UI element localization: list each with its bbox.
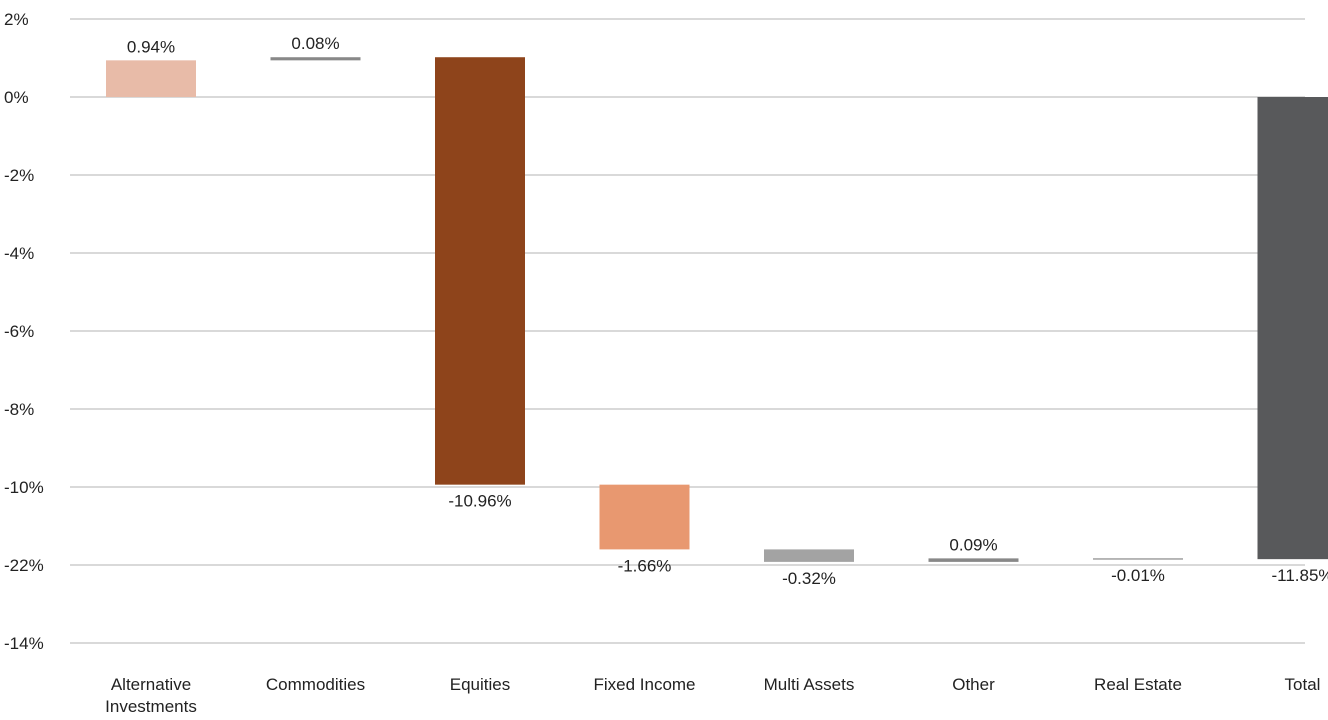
x-category-label: Alternative [111,675,191,694]
bars [106,57,1328,562]
data-label: -0.01% [1111,566,1165,585]
y-tick-label: 0% [4,88,29,107]
data-label: 0.94% [127,37,175,56]
bar-commodities [270,57,361,61]
data-label: 0.08% [291,34,339,53]
data-label: -11.85% [1271,566,1328,585]
data-label: -0.32% [782,569,836,588]
data-label: 0.09% [949,535,997,554]
y-tick-label: -14% [4,634,44,653]
x-axis-category-labels: Alternative Investments Commodities Equitie… [105,675,1320,716]
bar-real-estate [1093,558,1183,560]
x-category-label: Total [1285,675,1321,694]
y-axis-tick-labels: 2% 0% -2% -4% -6% -8% -10% -22% -14% [4,10,44,653]
data-labels: 0.94% 0.08% -10.96% -1.66% -0.32% 0.09% -0.01%… [127,34,1328,588]
bar-other [928,558,1019,562]
y-tick-label: -2% [4,166,34,185]
y-tick-label: 2% [4,10,29,29]
y-tick-label: -6% [4,322,34,341]
x-category-label: Fixed Income [593,675,695,694]
gridlines [70,18,1305,644]
bar-total [1257,97,1328,560]
y-tick-label: -8% [4,400,34,419]
y-tick-label: -10% [4,478,44,497]
bar-alternative-investments [106,60,196,97]
x-category-label: Multi Assets [764,675,855,694]
data-label: -1.66% [618,556,672,575]
x-category-label: Real Estate [1094,675,1182,694]
bar-multi-assets [764,549,854,562]
y-tick-label: -22% [4,556,44,575]
y-tick-label: -4% [4,244,34,263]
bar-equities [435,57,525,485]
x-category-label: Equities [450,675,510,694]
bar-fixed-income [599,484,690,550]
data-label: -10.96% [448,492,511,511]
x-category-label: Commodities [266,675,365,694]
x-category-label: Investments [105,697,197,716]
x-category-label: Other [952,675,995,694]
